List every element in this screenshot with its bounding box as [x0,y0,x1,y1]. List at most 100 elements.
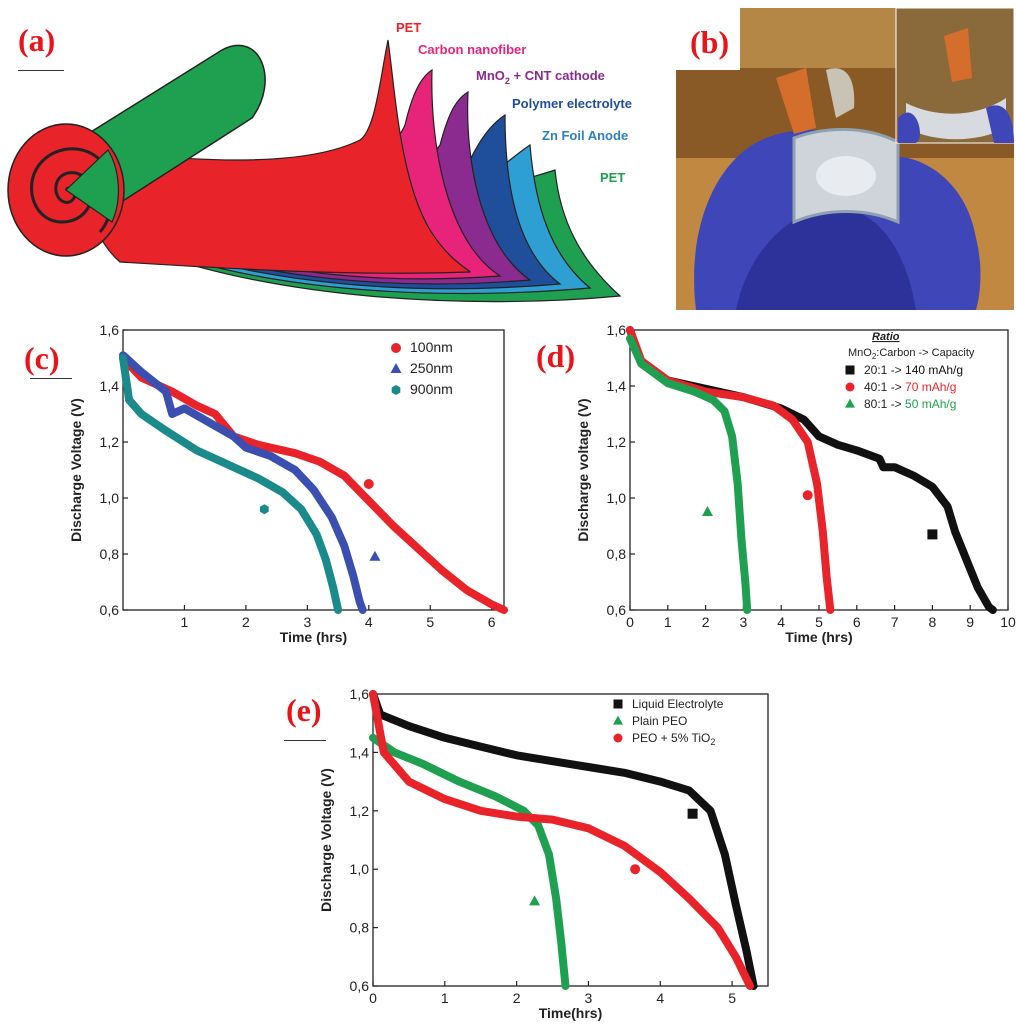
y-axis-label: Discharge Voltage (V) [68,398,84,542]
y-tick-label: 1,6 [100,322,120,338]
x-tick-label: 5 [728,990,736,1006]
panel-label-a: (a) [18,22,56,58]
axes: 0,6 0,8 1,0 1,2 1,4 1,6 0 1 2 3 4 5 6 7 8 9 10 Time (hrs)… [575,322,1016,645]
x-axis-label: Time (hrs) [280,629,347,645]
flexible-battery-photo [676,8,1014,310]
series-marker-0 [927,529,938,540]
legend-marker-0 [613,699,623,709]
series-marker-2 [630,864,641,875]
label-cathode: MnO2 + CNT cathode [476,68,605,86]
x-axis-label: Time(hrs) [539,1005,603,1021]
x-tick-label: 5 [426,614,434,630]
legend-marker-2 [845,398,855,408]
legend-label-0: Liquid Electrolyte [632,697,724,711]
series-line-0 [119,354,508,614]
legend-title: Ratio [872,331,900,343]
x-tick-label: 1 [441,990,449,1006]
y-tick-label: 0,6 [350,978,370,994]
y-tick-label: 1,4 [350,744,370,760]
x-tick-label: 3 [585,990,593,1006]
series-marker-2 [701,506,713,516]
legend-marker-2 [613,733,623,743]
y-tick-label: 1,0 [350,861,370,877]
chart-e: 0,6 0,8 1,0 1,2 1,4 1,6 0 1 2 3 4 5 Time(hrs) Dischar… [318,686,769,1021]
x-tick-label: 4 [365,614,373,630]
roll-green-wedge [65,149,119,223]
layer-pet-top [86,39,471,274]
label-pet-bottom: PET [600,170,625,185]
series-line-1 [626,326,835,614]
x-tick-label: 0 [369,990,377,1006]
plot-frame [372,693,769,987]
series-line-1 [369,733,570,990]
x-tick-label: 1 [181,614,189,630]
axes: 0,6 0,8 1,0 1,2 1,4 1,6 1 2 3 4 5 6 Time (hrs) Discha… [68,322,505,645]
x-tick-label: 6 [853,614,861,630]
y-tick-label: 1,0 [100,490,120,506]
legend-marker-1 [390,363,402,373]
legend-marker-1 [845,382,855,392]
y-tick-label: 0,8 [100,546,120,562]
series-marker-0 [687,808,698,819]
y-axis-label: Discharge Voltage (V) [318,768,334,912]
y-axis-label: Discharge voltage (V) [575,398,591,541]
x-tick-label: 2 [242,614,250,630]
panel-label-c: (c) [24,340,60,376]
series-marker-1 [802,490,813,501]
y-tick-label: 0,6 [607,602,627,618]
series-line-1 [119,351,367,614]
x-tick-label: 3 [740,614,748,630]
x-tick-label: 6 [488,614,496,630]
x-tick-label: 10 [1000,614,1016,630]
x-tick-label: 8 [929,614,937,630]
y-tick-label: 1,4 [100,378,120,394]
legend-marker-1 [613,715,623,725]
x-tick-label: 3 [303,614,311,630]
axes: 0,6 0,8 1,0 1,2 1,4 1,6 0 1 2 3 4 5 Time(hrs) Dischar… [318,686,769,1021]
y-tick-label: 1,6 [607,322,627,338]
x-tick-label: 1 [664,614,672,630]
legend-marker-0 [845,365,855,375]
x-axis-label: Time (hrs) [785,629,852,645]
x-tick-label: 9 [966,614,974,630]
x-tick-label: 0 [626,614,634,630]
legend-label-1: 250nm [410,360,453,376]
legend-marker-2 [391,385,401,395]
series-line-2 [626,334,752,614]
panel-label-e-underline [284,740,326,741]
label-pet-top: PET [396,20,421,35]
y-tick-label: 1,2 [607,434,627,450]
panel-label-a-underline [18,70,64,71]
series-marker-1 [529,895,541,906]
legend-marker-0 [391,343,401,353]
y-tick-label: 1,2 [350,803,370,819]
y-tick-label: 0,8 [607,546,627,562]
x-tick-label: 2 [513,990,521,1006]
x-tick-label: 4 [656,990,664,1006]
y-tick-label: 1,0 [607,490,627,506]
panel-label-c-underline [30,378,72,379]
x-tick-label: 4 [777,614,785,630]
y-tick-label: 1,4 [607,378,627,394]
legend-label-2: 900nm [410,381,453,397]
series-line-2 [369,690,754,990]
x-tick-label: 2 [702,614,710,630]
series-marker-1 [369,550,381,561]
battery-roll-diagram: PET Carbon nanofiber MnO2 + CNT cathode … [7,20,632,303]
x-tick-label: 5 [815,614,823,630]
panel-label-d: (d) [536,338,576,374]
panel-label-e: (e) [286,692,322,728]
chart-c: 0,6 0,8 1,0 1,2 1,4 1,6 1 2 3 4 5 6 Time (hrs) Discha… [68,322,508,645]
legend-label-0: 100nm [410,339,453,355]
y-tick-label: 0,8 [350,920,370,936]
series-marker-0 [363,479,374,489]
y-tick-label: 1,2 [100,434,120,450]
legend-subtitle: MnO2:Carbon -> Capacity [848,347,975,361]
plot-frame [122,329,505,611]
chart-d: 0,6 0,8 1,0 1,2 1,4 1,6 0 1 2 3 4 5 6 7 8 9 10 Time (hrs)… [575,322,1016,645]
panel-label-b: (b) [690,24,730,60]
series-marker-2 [260,504,269,515]
y-tick-label: 0,6 [100,602,120,618]
legend-label-0: 20:1 -> 140 mAh/g [864,363,963,377]
label-zn-anode: Zn Foil Anode [542,128,628,143]
